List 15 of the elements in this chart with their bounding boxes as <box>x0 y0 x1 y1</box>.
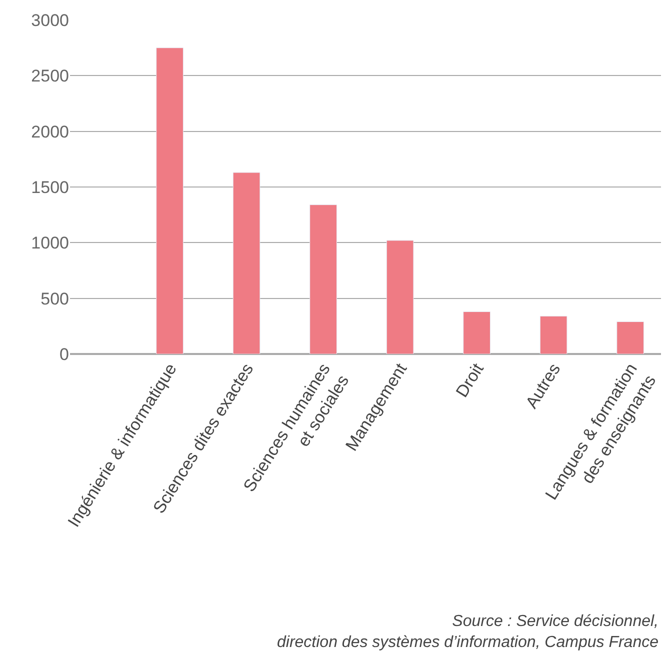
bar <box>310 204 337 354</box>
y-tick-label: 2500 <box>31 66 69 86</box>
y-tick-label: 2000 <box>31 122 69 142</box>
y-tick-label: 3000 <box>31 10 69 30</box>
y-tick-label: 1000 <box>31 234 69 253</box>
y-tick-label: 1500 <box>31 178 69 197</box>
bar <box>156 48 184 354</box>
y-tick-label: 500 <box>40 289 69 308</box>
y-tick-label: 0 <box>60 344 69 364</box>
bar <box>616 321 644 354</box>
bar <box>463 311 490 354</box>
bar <box>540 316 568 354</box>
bar <box>386 240 414 354</box>
bar <box>232 172 260 354</box>
source-note: Source : Service décisionnel, direction des systèmes d’information, Campus France <box>277 613 659 651</box>
